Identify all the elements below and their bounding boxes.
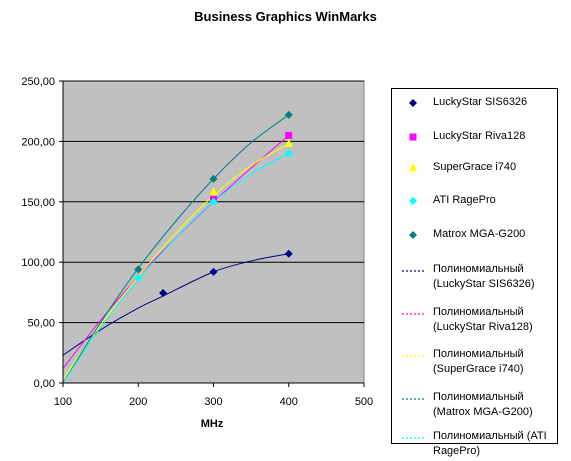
data-point-series-3 <box>284 149 293 158</box>
data-point-series-1 <box>285 131 293 139</box>
legend-marker-icon <box>409 163 417 171</box>
legend-item: Полиномиальный (LuckyStar SIS6326) <box>392 262 559 294</box>
legend-label-line: Полиномиальный <box>433 306 524 318</box>
legend-label: Полиномиальный (LuckyStar Riva128) <box>433 305 557 335</box>
legend-label: LuckyStar SIS6326 <box>433 95 557 110</box>
legend-label: SuperGrace i740 <box>433 160 557 175</box>
legend-label-line: (LuckyStar Riva128) <box>433 321 533 333</box>
legend-marker-icon <box>409 133 417 141</box>
legend-marker-icon <box>409 231 417 239</box>
data-point-series-4 <box>209 174 218 183</box>
legend-label-line: ATI RagePro <box>433 194 496 206</box>
legend-symbol <box>402 398 424 400</box>
data-point-series-0 <box>209 267 218 276</box>
legend-label: Полиномиальный (LuckyStar SIS6326) <box>433 262 557 292</box>
legend-label: Полиномиальный (ATI RagePro) <box>433 429 557 459</box>
legend-label-line: LuckyStar Riva128 <box>433 130 526 142</box>
y-tick-label: 50,00 <box>27 318 55 330</box>
legend-label-line: Полиномиальный <box>433 263 524 275</box>
y-tick-label: 250,00 <box>21 76 55 88</box>
legend-symbol <box>409 163 417 171</box>
x-tick-label: 300 <box>204 396 222 408</box>
legend-item: Полиномиальный (Matrox MGA-G200) <box>392 390 559 422</box>
data-point-series-0 <box>159 289 168 298</box>
legend-symbol <box>402 437 424 439</box>
legend-marker-icon <box>409 197 417 205</box>
legend-label: Matrox MGA-G200 <box>433 227 557 242</box>
data-markers <box>134 110 293 298</box>
chart-plot: 0,00 50,00 100,00 150,00 200,00 250,00 100 200 3… <box>21 76 373 430</box>
x-tick-label: 400 <box>280 396 298 408</box>
legend-label-line: (LuckyStar SIS6326) <box>433 278 535 290</box>
legend-item: Matrox MGA-G200 <box>392 227 559 243</box>
trendline-2 <box>62 143 290 380</box>
data-point-series-3 <box>134 273 143 282</box>
legend-label-line: SuperGrace i740 <box>433 161 517 173</box>
y-tick-label: 0,00 <box>34 378 55 390</box>
x-tick-label: 200 <box>129 396 147 408</box>
legend-label-line: LuckyStar SIS6326 <box>433 96 528 108</box>
legend-label: LuckyStar Riva128 <box>433 129 557 144</box>
data-point-series-0 <box>284 249 293 258</box>
trend-lines <box>62 114 290 384</box>
data-point-series-2 <box>209 187 218 196</box>
legend-symbol <box>402 270 424 272</box>
y-tick-label: 200,00 <box>21 136 55 148</box>
data-point-series-4 <box>284 110 293 119</box>
tick-labels: 0,00 50,00 100,00 150,00 200,00 250,00 100 200 3… <box>21 76 373 408</box>
x-tick-label: 500 <box>355 396 373 408</box>
legend-symbol <box>402 313 424 315</box>
legend-label-line: Matrox MGA-G200 <box>433 228 526 240</box>
legend: LuckyStar SIS6326 LuckyStar Riva128 SuperG… <box>391 88 559 457</box>
data-point-series-2 <box>284 138 293 147</box>
legend-item: Полиномиальный (ATI RagePro) <box>392 429 559 461</box>
x-tick-label: 100 <box>54 396 72 408</box>
y-tick-label: 100,00 <box>21 257 55 269</box>
trendline-4 <box>62 153 289 384</box>
legend-item: ATI RagePro <box>392 193 559 209</box>
x-axis-label: MHz <box>201 418 224 430</box>
legend-label: Полиномиальный (SuperGrace i740) <box>433 347 557 377</box>
legend-symbol <box>409 231 417 239</box>
legend-label-line: (SuperGrace i740) <box>433 363 524 375</box>
legend-marker-icon <box>409 99 417 107</box>
data-point-series-4 <box>134 265 143 274</box>
legend-symbol <box>402 355 424 357</box>
legend-label-line: (Matrox MGA-G200) <box>433 406 533 418</box>
legend-symbol <box>409 197 417 205</box>
legend-label: ATI RagePro <box>433 193 557 208</box>
legend-symbol <box>409 99 417 107</box>
trendline-3 <box>62 114 290 384</box>
data-point-series-3 <box>209 197 218 206</box>
legend-label-line: Полиномиальный <box>433 391 524 403</box>
legend-item: LuckyStar Riva128 <box>392 129 559 145</box>
legend-item: Полиномиальный (LuckyStar Riva128) <box>392 305 559 337</box>
legend-label-line: RagePro) <box>433 445 481 457</box>
axes <box>59 80 365 387</box>
legend-item: SuperGrace i740 <box>392 160 559 176</box>
legend-item: LuckyStar SIS6326 <box>392 95 559 111</box>
plot-area <box>62 80 365 384</box>
chart-title: Business Graphics WinMarks <box>194 9 377 24</box>
legend-label-line: Полиномиальный (ATI <box>433 430 547 442</box>
legend-label: Полиномиальный (Matrox MGA-G200) <box>433 390 557 420</box>
legend-item: Полиномиальный (SuperGrace i740) <box>392 347 559 379</box>
y-tick-label: 150,00 <box>21 197 55 209</box>
legend-symbol <box>409 133 417 141</box>
legend-label-line: Полиномиальный <box>433 348 524 360</box>
